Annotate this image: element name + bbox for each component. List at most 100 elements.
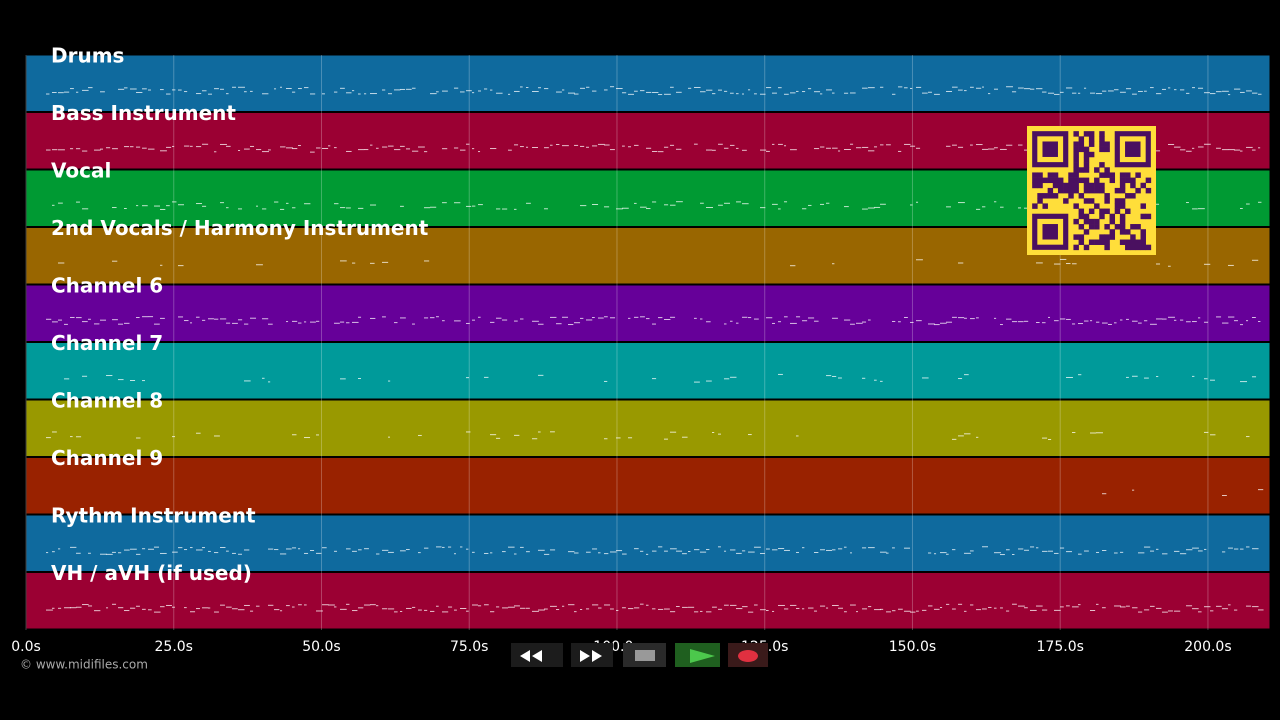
grid xyxy=(25,55,1209,630)
qr-module xyxy=(1068,193,1074,199)
qr-finder xyxy=(1042,141,1058,157)
stop-icon xyxy=(635,650,655,661)
qr-module xyxy=(1119,182,1126,189)
qr-module xyxy=(1130,182,1136,189)
qr-module xyxy=(1099,234,1105,240)
qr-module xyxy=(1088,208,1095,215)
lane-label: Vocal xyxy=(51,159,111,183)
qr-module xyxy=(1047,187,1054,194)
qr-module xyxy=(1068,187,1074,194)
qr-module xyxy=(1068,182,1074,189)
time-tick-label: 175.0s xyxy=(1037,639,1084,655)
qr-module xyxy=(1135,224,1141,230)
qr-module xyxy=(1047,177,1054,184)
qr-module xyxy=(1099,146,1105,153)
qr-module xyxy=(1073,151,1079,158)
qr-module xyxy=(1052,172,1059,178)
time-tick-label: 25.0s xyxy=(155,639,193,655)
qr-module xyxy=(1119,203,1126,209)
qr-module xyxy=(1094,203,1100,209)
qr-module xyxy=(1078,136,1085,142)
qr-module xyxy=(1063,198,1069,204)
qr-module xyxy=(1104,193,1110,199)
qr-module xyxy=(1140,239,1146,245)
qr-module xyxy=(1078,167,1085,173)
lane xyxy=(25,457,1271,515)
qr-module xyxy=(1140,213,1146,220)
qr-module xyxy=(1032,203,1038,209)
qr-module xyxy=(1099,182,1105,189)
lane-label: Bass Instrument xyxy=(51,101,236,125)
qr-module xyxy=(1083,146,1090,153)
qr-module xyxy=(1140,244,1146,251)
lane-label: Channel 6 xyxy=(51,274,163,298)
qr-module xyxy=(1094,187,1100,194)
rewind-icon xyxy=(520,650,542,662)
qr-module xyxy=(1078,177,1085,184)
time-tick-label: 75.0s xyxy=(450,639,488,655)
qr-module xyxy=(1057,177,1064,184)
qr-module xyxy=(1078,239,1085,245)
qr-module xyxy=(1088,131,1095,137)
qr-module xyxy=(1130,193,1136,199)
qr-module xyxy=(1052,182,1059,189)
qr-module xyxy=(1119,229,1126,235)
qr-module xyxy=(1125,208,1131,215)
qr-module xyxy=(1042,203,1048,209)
qr-module xyxy=(1088,224,1095,230)
lane-label: VH / aVH (if used) xyxy=(51,561,252,585)
qr-module xyxy=(1078,193,1085,199)
qr-module xyxy=(1140,182,1146,189)
qr-module xyxy=(1145,244,1152,251)
qr-module xyxy=(1135,187,1141,194)
lane-label: Channel 9 xyxy=(51,446,163,470)
qr-module xyxy=(1088,141,1095,147)
qr-module xyxy=(1125,177,1131,184)
labels: Drums Bass Instrument Vocal 2nd Vocals / Ha… xyxy=(11,44,1231,656)
qr-module xyxy=(1099,187,1105,194)
qr-module xyxy=(1099,213,1105,220)
qr-module xyxy=(1130,244,1136,251)
qr-module xyxy=(1109,213,1116,220)
qr-module xyxy=(1078,141,1085,147)
qr-module xyxy=(1104,244,1110,251)
qr-module xyxy=(1052,193,1059,199)
qr-module xyxy=(1119,239,1126,245)
qr-module xyxy=(1068,172,1074,178)
qr-module xyxy=(1073,141,1079,147)
qr-module xyxy=(1104,141,1110,147)
forward-icon xyxy=(580,650,602,662)
qr-module xyxy=(1073,172,1079,178)
qr-module xyxy=(1083,182,1090,189)
time-tick-label: 200.0s xyxy=(1184,639,1231,655)
qr-module xyxy=(1047,172,1054,178)
lane xyxy=(25,399,1271,457)
qr-module xyxy=(1140,229,1146,235)
qr-module xyxy=(1078,213,1085,220)
qr-module xyxy=(1083,187,1090,194)
qr-module xyxy=(1083,131,1090,137)
qr-module xyxy=(1057,187,1064,194)
qr-module xyxy=(1104,167,1110,173)
qr-module xyxy=(1109,177,1116,184)
qr-module xyxy=(1094,177,1100,184)
qr-module xyxy=(1073,177,1079,184)
qr-module xyxy=(1078,208,1085,215)
controls xyxy=(511,643,768,667)
qr-module xyxy=(1073,167,1079,173)
qr-module xyxy=(1083,167,1090,173)
qr-module xyxy=(1114,187,1121,194)
qr-module xyxy=(1083,244,1090,251)
qr-module xyxy=(1073,234,1079,240)
qr-module xyxy=(1042,193,1048,199)
qr-module xyxy=(1135,239,1141,245)
qr-module xyxy=(1088,218,1095,225)
qr-module xyxy=(1078,234,1085,240)
qr-module xyxy=(1088,182,1095,189)
qr-module xyxy=(1032,182,1038,189)
qr-module xyxy=(1083,177,1090,184)
qr-finder xyxy=(1125,141,1141,157)
lane xyxy=(25,572,1271,630)
qr-module xyxy=(1073,182,1079,189)
qr-module xyxy=(1078,146,1085,153)
